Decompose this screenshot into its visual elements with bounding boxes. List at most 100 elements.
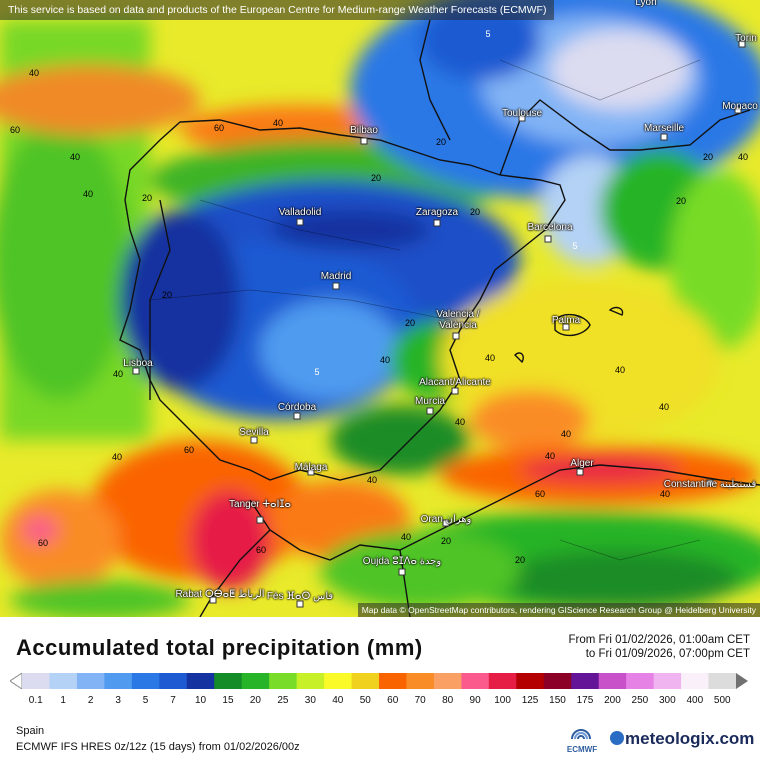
city-marker [307, 468, 315, 476]
scale-swatch [351, 673, 380, 689]
city-marker [518, 114, 526, 122]
scale-tick-label: 5 [142, 695, 149, 706]
city-marker [433, 219, 441, 227]
contour-label: 40 [737, 152, 749, 162]
scale-swatch [543, 673, 572, 689]
city-label-sevilla: Sevilla [239, 427, 269, 438]
city-marker [426, 407, 434, 415]
color-scale-bar [10, 673, 748, 689]
scale-tick-label: 20 [249, 695, 261, 706]
city-marker [132, 367, 140, 375]
city-marker [738, 40, 746, 48]
city-label-murcia: Murcia [414, 396, 446, 407]
contour-label: 40 [112, 369, 124, 379]
contour-label: 40 [69, 152, 81, 162]
scale-tick-label: 10 [194, 695, 207, 706]
contour-label: 60 [9, 125, 21, 135]
scale-tick-label: 300 [659, 695, 676, 706]
city-label-zaragoza: Zaragoza [415, 207, 459, 218]
city-label-barcelona: Barcelona [527, 222, 573, 233]
contour-label: 40 [82, 189, 94, 199]
scale-swatch [241, 673, 270, 689]
contour-label: 40 [659, 489, 671, 499]
city-marker [250, 436, 258, 444]
city-marker [734, 106, 742, 114]
city-label-toulouse: Toulouse [501, 108, 543, 119]
city-marker [576, 468, 584, 476]
scale-swatch [626, 673, 655, 689]
city-label-valladolid: Valladolid [278, 207, 322, 218]
scale-swatch [269, 673, 298, 689]
city-label-valencia: Valencia / València [436, 309, 480, 331]
city-label-lisboa: Lisboa [123, 358, 153, 369]
contour-label: 40 [658, 402, 670, 412]
scale-tick-label: 80 [442, 695, 454, 706]
contour-label: 20 [161, 290, 173, 300]
contour-label: 20 [141, 193, 153, 203]
city-label-alicante: Alacant/Alicante [419, 377, 491, 388]
scale-tick-label: 400 [686, 695, 704, 706]
scale-swatch [598, 673, 627, 689]
ecmwf-logo-icon [571, 729, 591, 740]
scale-tick-label: 30 [304, 695, 316, 706]
scale-swatch [159, 673, 188, 689]
scale-tick-label: 500 [713, 695, 731, 706]
scale-tick-label: 70 [414, 695, 426, 706]
city-marker [296, 218, 304, 226]
city-label-oran: Oran وهران [420, 514, 472, 525]
map-data-attribution[interactable]: Map data © OpenStreetMap contributors, r… [357, 603, 760, 617]
model-run-label: ECMWF IFS HRES 0z/12z (15 days) from 01/… [16, 741, 300, 753]
city-marker [660, 133, 668, 141]
city-label-madrid: Madrid [320, 271, 352, 282]
coastlines [119, 19, 760, 617]
city-marker [296, 600, 304, 608]
city-marker [562, 323, 570, 331]
contour-label: 60 [37, 538, 49, 548]
city-marker [706, 479, 714, 487]
contour-label: 40 [379, 355, 391, 365]
scale-swatch [49, 673, 78, 689]
contour-label: 40 [366, 475, 378, 485]
scale-tick-label: 150 [549, 695, 566, 706]
city-label-torino: Torin [735, 33, 757, 44]
scale-swatch [104, 673, 133, 689]
city-marker [293, 412, 301, 420]
scale-swatch [461, 673, 490, 689]
scale-tick-label: 90 [469, 695, 481, 706]
scale-tick-label: 60 [387, 695, 399, 706]
city-marker [256, 516, 264, 524]
city-marker [332, 282, 340, 290]
contour-label: 20 [435, 137, 447, 147]
city-label-rabat: Rabat ⵔⴱⴰⵟ الرباط [175, 589, 265, 600]
scale-swatch [296, 673, 325, 689]
precipitation-map[interactable]: 40 40 60 60 40 40 20 5 20 20 5 20 20 40 … [0, 0, 760, 617]
contour-label: 40 [400, 532, 412, 542]
contour-label: 40 [28, 68, 40, 78]
color-scale-ticks: 0.1 1 2 3 5 7 10 15 20 25 30 40 50 60 70 80 90 100 125 150 1… [10, 695, 748, 709]
contour-label: 20 [404, 318, 416, 328]
scale-tick-label: 125 [521, 695, 539, 706]
scale-tick-label: 200 [604, 695, 621, 706]
period-to: to Fri 01/09/2026, 07:00pm CET [585, 648, 750, 660]
scale-swatch [488, 673, 517, 689]
precipitation-field [0, 0, 760, 617]
contour-label: 40 [272, 118, 284, 128]
contour-label: 40 [484, 353, 496, 363]
scale-swatch [324, 673, 353, 689]
city-label-oujda: Oujda ⵓⵊⴷⴰ وجدة [362, 556, 442, 567]
city-marker [544, 235, 552, 243]
city-label-malaga: Málaga [294, 462, 328, 473]
city-label-marseille: Marseille [643, 123, 685, 134]
city-marker [442, 519, 450, 527]
meteologix-brand[interactable]: meteologix.com [610, 729, 754, 749]
scale-swatch [379, 673, 407, 689]
scale-tick-label: 25 [277, 695, 289, 706]
city-label-bilbao: Bilbao [350, 125, 378, 136]
contour-label: 40 [544, 451, 556, 461]
scale-swatch [653, 673, 682, 689]
region-label: Spain [16, 725, 45, 737]
contour-label: 60 [183, 445, 195, 455]
city-marker [360, 137, 368, 145]
city-label-alger: Alger [570, 458, 594, 469]
period-from: From Fri 01/02/2026, 01:00am CET [568, 634, 750, 646]
